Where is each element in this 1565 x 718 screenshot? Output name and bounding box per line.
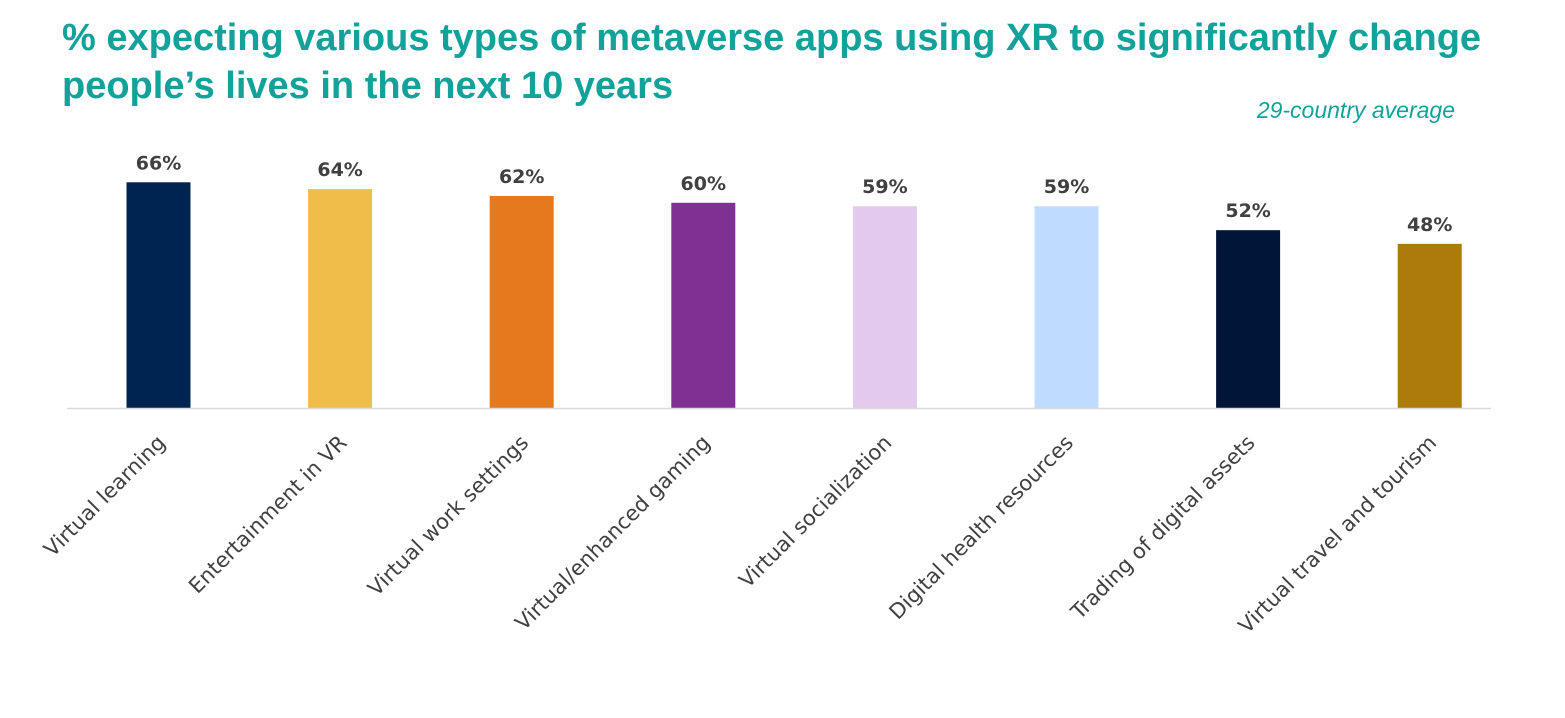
value-label-1: 64% [317,159,362,181]
value-label-2: 62% [499,166,544,188]
bar-6 [1216,230,1281,408]
category-label-7: Virtual travel and tourism [1234,431,1441,638]
chart-title: % expecting various types of metaverse a… [62,17,1482,107]
chart-subtitle: 29-country average [1256,97,1455,123]
bar-2 [489,195,554,408]
value-label-7: 48% [1407,214,1452,236]
value-label-3: 60% [681,173,726,195]
category-label-6: Trading of digital assets [1066,431,1260,625]
bar-4 [852,206,917,408]
category-label-5: Digital health resources [884,431,1078,625]
bar-3 [671,202,736,408]
category-label-1: Entertainment in VR [184,431,352,599]
value-labels: 66% 64% 62% 60% 59% 59% 52% 48% [136,152,1453,236]
category-label-2: Virtual work settings [363,431,533,601]
value-label-4: 59% [862,176,907,198]
bar-7 [1397,243,1462,408]
category-labels: Virtual learning Entertainment in VR Virtu… [39,431,1441,638]
category-label-3: Virtual/enhanced gaming [510,431,714,635]
bar-5 [1034,206,1099,408]
bars [126,182,1462,408]
category-label-4: Virtual socialization [734,431,896,593]
bar-1 [308,189,373,408]
value-label-5: 59% [1044,176,1089,198]
category-label-0: Virtual learning [39,431,170,562]
value-label-6: 52% [1225,200,1270,222]
bar-0 [126,182,191,408]
value-label-0: 66% [136,152,181,174]
